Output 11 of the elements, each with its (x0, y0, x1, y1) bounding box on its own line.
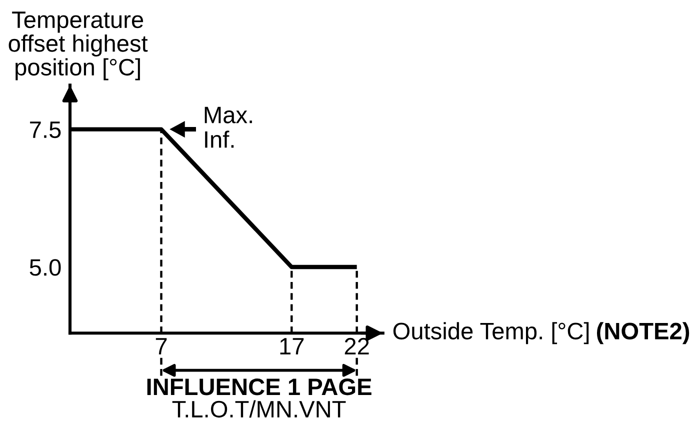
y-axis-title: Temperature offset highest position [°C] (8, 12, 148, 80)
text: T.L.O.T/MN.VNT (172, 400, 346, 418)
y-tick-label: 7.5 (30, 122, 61, 138)
text: (NOTE2) (596, 322, 690, 344)
x-tick-label: 22 (344, 338, 369, 354)
y-tick-label: 5.0 (30, 259, 61, 276)
x-tick-label: 17 (280, 338, 304, 354)
annotation: Max. Inf. (204, 106, 252, 148)
text: INFLUENCE 1 PAGE (147, 378, 372, 396)
x-axis-title: Outside Temp. [°C] (393, 322, 589, 344)
x-tick-label: 7 (156, 338, 167, 354)
